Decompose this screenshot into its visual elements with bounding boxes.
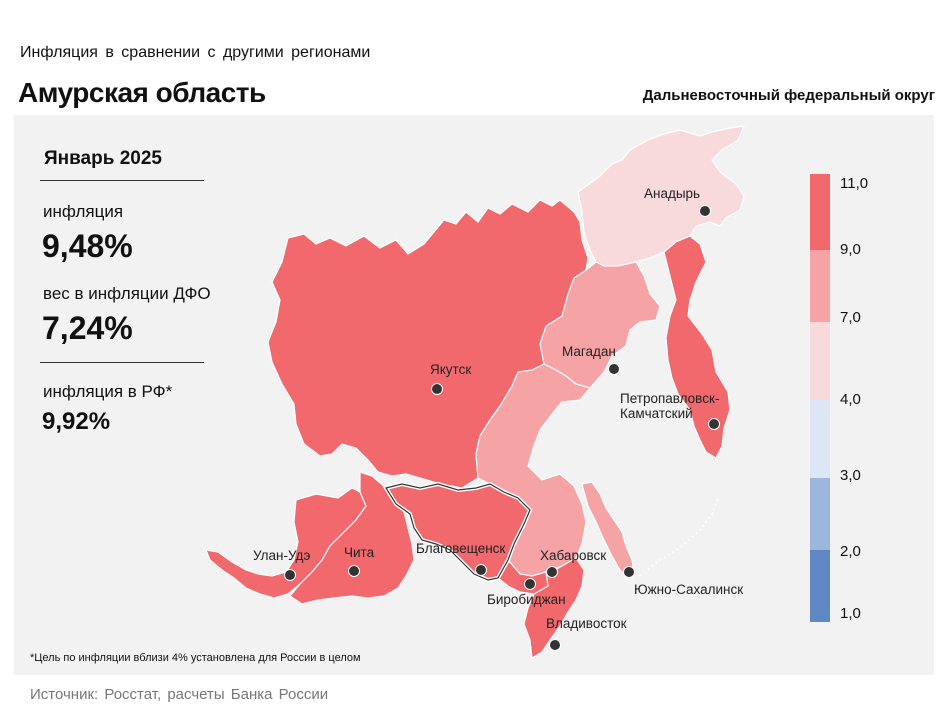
scale-band-3-2 bbox=[810, 478, 830, 550]
inflation-value: 9,48% bbox=[42, 228, 133, 264]
city-dot-blagoveshchensk bbox=[475, 564, 487, 576]
region-title: Амурская область bbox=[18, 77, 266, 108]
city-label-ulan-ude: Улан-Удэ bbox=[253, 548, 311, 563]
scale-label-9: 9,0 bbox=[840, 241, 861, 258]
divider bbox=[40, 362, 204, 363]
rf-inflation-value: 9,92% bbox=[42, 408, 111, 435]
city-label-yuzhno-sakhalinsk: Южно-Сахалинск bbox=[634, 582, 743, 597]
weight-value: 7,24% bbox=[42, 310, 133, 346]
divider bbox=[40, 180, 204, 181]
city-label-anadyr: Анадырь bbox=[644, 186, 700, 201]
footnote: *Цель по инфляции вблизи 4% установлена … bbox=[30, 652, 361, 664]
scale-label-2: 2,0 bbox=[840, 543, 861, 560]
region-zabaykalsky bbox=[289, 471, 415, 605]
city-dot-chita bbox=[348, 565, 360, 577]
city-label-petropavlovsk-2: Камчатский bbox=[620, 406, 693, 421]
city-dot-magadan bbox=[608, 363, 620, 375]
source-note: Источник: Росстат, расчеты Банка России bbox=[30, 686, 329, 703]
city-dot-birobidzhan bbox=[524, 578, 536, 590]
city-label-magadan: Магадан bbox=[562, 344, 616, 359]
city-dot-khabarovsk bbox=[546, 566, 558, 578]
city-label-petropavlovsk-1: Петропавловск- bbox=[620, 391, 719, 406]
kuril-islands bbox=[639, 497, 719, 577]
period-label: Январь 2025 bbox=[44, 148, 162, 169]
scale-band-11-9 bbox=[810, 174, 830, 250]
scale-label-4: 4,0 bbox=[840, 391, 861, 408]
inflation-label: инфляция bbox=[43, 202, 124, 221]
city-label-khabarovsk: Хабаровск bbox=[540, 548, 606, 563]
city-label-yakutsk: Якутск bbox=[430, 362, 471, 377]
city-label-vladivostok: Владивосток bbox=[546, 616, 627, 631]
city-dot-yakutsk bbox=[431, 383, 443, 395]
city-dot-vladivostok bbox=[549, 639, 561, 651]
city-dot-ulan-ude bbox=[284, 569, 296, 581]
region-kamchatka bbox=[663, 235, 731, 459]
subtitle: Инфляция в сравнении с другими регионами bbox=[20, 44, 371, 61]
scale-band-2-1 bbox=[810, 550, 830, 622]
region-sakhalin bbox=[581, 481, 635, 579]
scale-band-4-3 bbox=[810, 400, 830, 478]
weight-label: вес в инфляции ДФО bbox=[43, 284, 211, 303]
scale-label-7: 7,0 bbox=[840, 309, 861, 326]
scale-label-1: 1,0 bbox=[840, 605, 861, 622]
city-label-birobidzhan: Биробиджан bbox=[487, 592, 566, 607]
city-label-chita: Чита bbox=[344, 545, 375, 560]
city-dot-petropavlovsk bbox=[708, 418, 720, 430]
scale-band-9-7 bbox=[810, 250, 830, 322]
city-dot-yuzhno-sakhalinsk bbox=[623, 566, 635, 578]
amur-outline bbox=[385, 483, 531, 581]
city-dot-anadyr bbox=[699, 205, 711, 217]
scale-label-11: 11,0 bbox=[840, 175, 868, 192]
region-yakutia bbox=[267, 199, 589, 489]
district-title: Дальневосточный федеральный округ bbox=[642, 87, 935, 104]
scale-band-7-4 bbox=[810, 322, 830, 400]
city-label-blagoveshchensk: Благовещенск bbox=[416, 541, 505, 556]
rf-inflation-label: инфляция в РФ* bbox=[43, 382, 173, 401]
scale-label-3: 3,0 bbox=[840, 467, 861, 484]
